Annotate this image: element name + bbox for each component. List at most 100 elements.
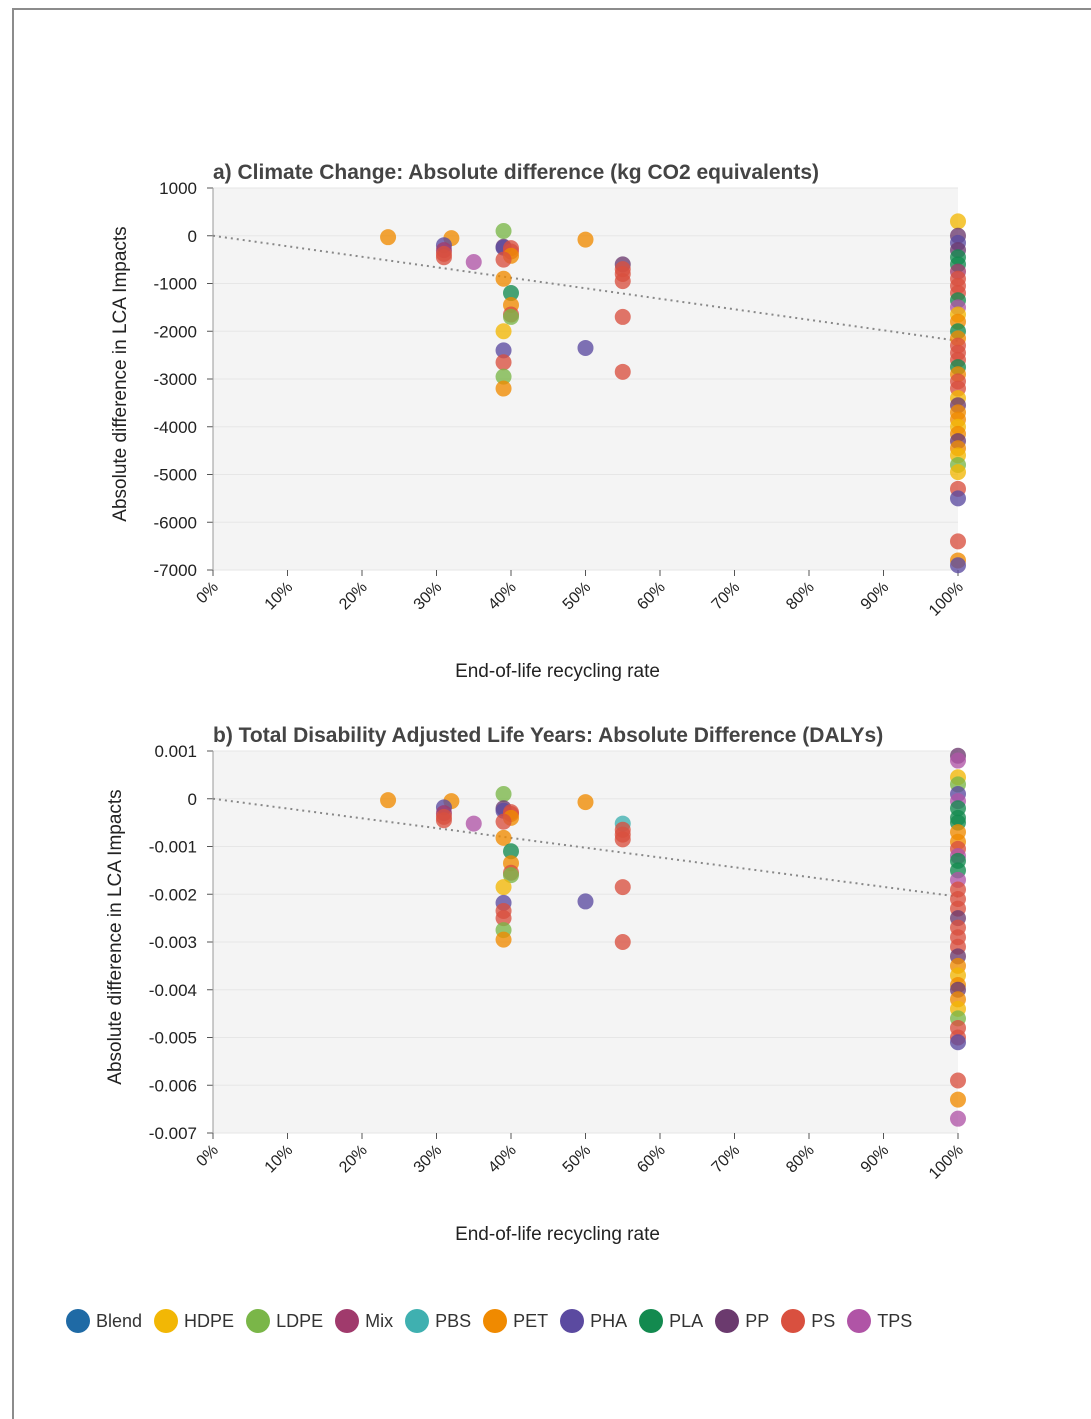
data-point-pet — [495, 270, 512, 287]
legend-swatch — [335, 1309, 360, 1333]
legend-item-mix: Mix — [335, 1309, 393, 1333]
x-tick-label: 90% — [858, 579, 893, 614]
legend-label: Mix — [365, 1310, 394, 1331]
x-tick-label: 10% — [262, 1142, 297, 1177]
data-point-ps — [614, 934, 631, 950]
x-tick-label: 20% — [336, 579, 371, 614]
data-point-tps — [950, 752, 966, 769]
x-tick-label: 40% — [485, 1142, 520, 1177]
chart-title: a) Climate Change: Absolute difference (… — [213, 161, 819, 184]
data-point-ps — [495, 354, 512, 371]
data-point-pet — [380, 229, 397, 246]
x-tick-label: 50% — [560, 1142, 595, 1177]
y-axis-label: Absolute difference in LCA Impacts — [105, 789, 126, 1084]
y-tick-label: -6000 — [154, 513, 197, 532]
x-tick-label: 70% — [709, 579, 744, 614]
data-point-pet — [577, 794, 594, 811]
y-axis-label: Absolute difference in LCA Impacts — [110, 226, 131, 521]
data-point-pha — [950, 1034, 966, 1051]
data-point-pla — [503, 843, 519, 860]
legend-label: PLA — [669, 1310, 704, 1331]
y-tick-label: 0.001 — [154, 742, 197, 761]
legend-label: HDPE — [184, 1310, 235, 1331]
data-point-ps — [950, 533, 966, 550]
data-point-pha — [950, 557, 966, 574]
data-point-ps — [614, 273, 631, 290]
x-axis-label: End-of-life recycling rate — [455, 661, 660, 682]
data-point-pha — [577, 339, 594, 356]
data-point-ldpe — [495, 222, 512, 239]
x-tick-label: 0% — [193, 1142, 221, 1170]
legend-swatch — [781, 1309, 806, 1333]
legend-item-tps: TPS — [847, 1309, 912, 1333]
legend-swatch — [560, 1309, 585, 1333]
legend-swatch — [483, 1309, 508, 1333]
chart-title: b) Total Disability Adjusted Life Years:… — [213, 724, 883, 747]
legend-swatch — [154, 1309, 179, 1333]
legend-item-blend: Blend — [66, 1309, 142, 1333]
data-point-pet — [577, 231, 594, 248]
y-tick-label: -3000 — [154, 370, 197, 389]
data-point-hdpe — [950, 464, 966, 481]
legend-item-hdpe: HDPE — [154, 1309, 234, 1333]
y-tick-label: 1000 — [159, 179, 197, 198]
data-point-tps — [465, 815, 482, 832]
y-tick-label: -7000 — [154, 561, 197, 580]
data-point-ps — [495, 251, 512, 268]
data-point-ps — [614, 308, 631, 325]
data-point-pet — [380, 792, 397, 809]
x-tick-label: 100% — [926, 579, 967, 620]
data-point-ps — [614, 831, 631, 848]
legend-label: PS — [811, 1310, 836, 1331]
data-point-pet — [495, 380, 512, 397]
data-point-hdpe — [495, 323, 512, 340]
data-point-pha — [495, 342, 512, 359]
data-point-pet — [495, 931, 512, 948]
figure-frame — [12, 8, 1091, 1419]
x-tick-label: 80% — [783, 579, 818, 614]
data-point-ldpe — [495, 368, 512, 385]
y-tick-label: -5000 — [154, 466, 197, 485]
legend-label: LDPE — [276, 1310, 324, 1331]
data-point-ps — [495, 813, 512, 830]
y-tick-label: -0.006 — [149, 1076, 197, 1095]
legend-item-pp: PP — [715, 1309, 769, 1333]
chart-dalys: b) Total Disability Adjusted Life Years:… — [105, 724, 967, 1245]
data-point-hdpe — [495, 879, 512, 896]
y-tick-label: -1000 — [154, 275, 197, 294]
legend-label: PBS — [435, 1310, 472, 1331]
y-tick-label: -0.004 — [149, 981, 197, 1000]
x-tick-label: 20% — [336, 1142, 371, 1177]
y-tick-label: -0.007 — [149, 1124, 197, 1143]
legend-swatch — [639, 1309, 664, 1333]
legend-item-pet: PET — [483, 1309, 548, 1333]
data-point-ps — [614, 879, 631, 896]
y-tick-label: -0.005 — [149, 1029, 197, 1048]
legend-swatch — [405, 1309, 430, 1333]
y-tick-label: -0.002 — [149, 885, 197, 904]
x-tick-label: 40% — [485, 579, 520, 614]
legend-item-pbs: PBS — [405, 1309, 471, 1333]
data-point-ps — [614, 363, 631, 380]
data-point-tps — [465, 254, 482, 271]
legend-label: PET — [513, 1310, 549, 1331]
data-point-ldpe — [503, 867, 519, 884]
data-point-tps — [950, 1110, 966, 1127]
legend-swatch — [715, 1309, 740, 1333]
legend-swatch — [847, 1309, 872, 1333]
x-tick-label: 100% — [926, 1142, 967, 1183]
data-point-ps — [495, 910, 512, 927]
x-tick-label: 80% — [783, 1142, 818, 1177]
legend-label: PP — [745, 1310, 770, 1331]
y-tick-label: -2000 — [154, 322, 197, 341]
x-tick-label: 30% — [411, 1142, 446, 1177]
x-tick-label: 60% — [634, 579, 669, 614]
x-tick-label: 0% — [193, 579, 221, 607]
data-point-ldpe — [495, 785, 512, 802]
charts-svg: a) Climate Change: Absolute difference (… — [105, 161, 967, 1245]
legend: Blend HDPE LDPE Mix PBS PET PHA PLA PP PS TPS — [66, 1309, 912, 1333]
data-point-pet — [495, 829, 512, 846]
legend-label: TPS — [877, 1310, 913, 1331]
data-point-pha — [577, 893, 594, 910]
y-tick-label: 0 — [188, 790, 197, 809]
